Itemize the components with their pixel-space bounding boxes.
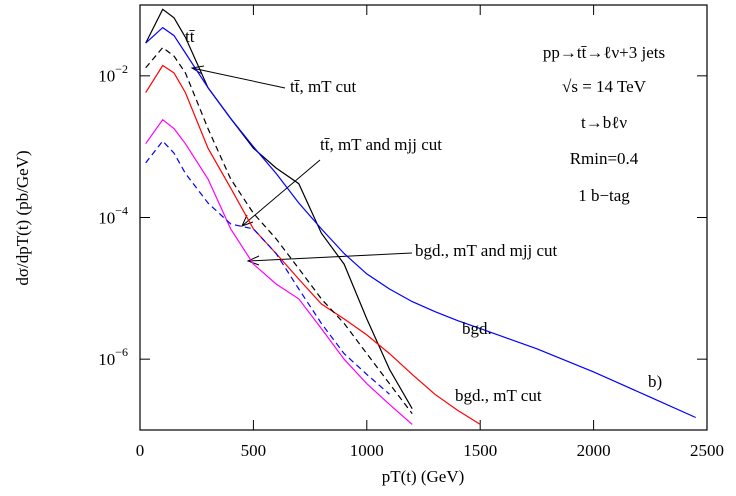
arrow	[191, 67, 286, 89]
y-tick-label: 10−4	[98, 203, 128, 227]
annotation: tt̄, mT and mjj cut	[320, 135, 442, 154]
annotation: Rmin=0.4	[570, 149, 639, 168]
series-line	[145, 46, 413, 415]
arrow	[247, 252, 413, 262]
annotation: pp→tt̄→ℓν+3 jets	[543, 43, 665, 62]
annotation: bgd.	[462, 319, 492, 338]
arrow-head	[241, 214, 254, 227]
y-axis-label: dσ/dpT(t) (pb/GeV)	[13, 150, 32, 285]
x-tick-label: 1000	[350, 441, 384, 460]
annotation: tt̄, mT cut	[290, 77, 357, 96]
series-line	[145, 140, 390, 395]
y-tick-label: 10−2	[98, 62, 128, 86]
arrow-head	[246, 255, 260, 266]
annotation: b)	[648, 372, 662, 391]
annotation: t→bℓν	[581, 113, 627, 132]
series-line	[145, 64, 481, 425]
y-tick-label: 10−6	[98, 345, 128, 369]
x-tick-label: 2000	[577, 441, 611, 460]
x-tick-label: 2500	[690, 441, 724, 460]
arrows	[190, 65, 413, 266]
x-tick-label: 500	[241, 441, 267, 460]
annotation: 1 b−tag	[578, 186, 630, 205]
annotation: bgd., mT cut	[455, 386, 542, 405]
annotation: bgd., mT and mjj cut	[415, 241, 558, 260]
annotation: √s = 14 TeV	[562, 77, 647, 96]
x-axis-label: pT(t) (GeV)	[382, 467, 465, 486]
series-line	[145, 26, 696, 419]
x-tick-label: 1500	[463, 441, 497, 460]
arrow	[241, 159, 321, 227]
x-tick-label: 0	[136, 441, 145, 460]
series-line	[145, 118, 413, 425]
arrow-head	[190, 65, 205, 75]
series-line	[145, 8, 413, 409]
annotation: tt̄	[185, 27, 195, 46]
